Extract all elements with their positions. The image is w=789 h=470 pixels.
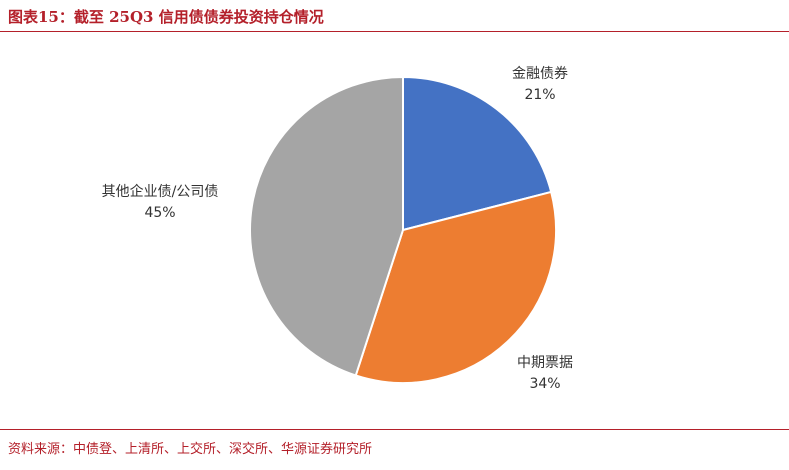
- pie-slice-2: [354, 190, 557, 384]
- slice-name-label: 其他企业债/公司债: [102, 183, 219, 200]
- figure-title: 图表15：截至 25Q3 信用债债券投资持仓情况: [8, 8, 324, 26]
- pie-slice-3: [249, 75, 404, 377]
- slice-value-label: 45%: [144, 205, 175, 221]
- slice-name-label: 中期票据: [517, 355, 573, 371]
- pie-labels: 金融债券 21% 中期票据 34% 其他企业债/公司债 45%: [102, 66, 573, 392]
- figure-source: 资料来源：中债登、上清所、上交所、深交所、华源证券研究所: [8, 442, 373, 457]
- pie-slices: [249, 75, 557, 384]
- slice-value-label: 34%: [529, 376, 560, 392]
- title-divider: [0, 31, 789, 32]
- slice-value-label: 21%: [524, 87, 555, 103]
- slice-name-label: 金融债券: [512, 66, 568, 82]
- source-divider: [0, 429, 789, 430]
- pie-slice-1: [402, 75, 553, 232]
